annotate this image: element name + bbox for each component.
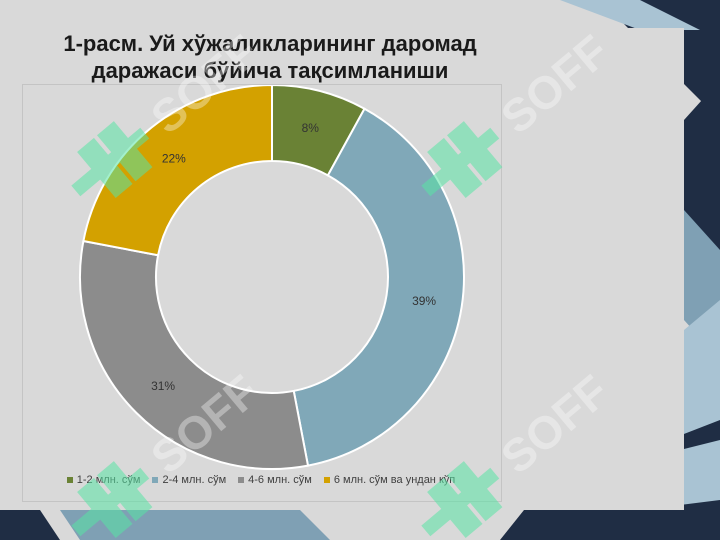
data-label-4-6: 31% xyxy=(151,379,175,393)
legend-label: 1-2 млн. сўм xyxy=(76,474,141,486)
slide-title: 1-расм. Уй хўжаликларининг даромад дараж… xyxy=(0,30,540,84)
donut-slice-6-plus xyxy=(82,85,273,257)
data-label-6-plus: 22% xyxy=(162,151,186,165)
legend-item-2-4: 2-4 млн. сўм xyxy=(152,474,226,486)
chart-area: 8% 39% 31% 22% xyxy=(22,84,502,502)
data-label-1-2: 8% xyxy=(302,121,320,135)
title-line-2: даражаси бўйича тақсимланиши xyxy=(91,58,449,83)
legend-swatch xyxy=(323,477,330,483)
deco-shape-top-right-light xyxy=(560,0,700,30)
legend-item-4-6: 4-6 млн. сўм xyxy=(238,474,312,486)
legend-swatch xyxy=(66,477,73,483)
donut-chart: 8% 39% 31% 22% xyxy=(79,85,465,470)
legend-label: 2-4 млн. сўм xyxy=(162,474,227,486)
legend-item-1-2: 1-2 млн. сўм xyxy=(66,474,141,486)
chart-legend: 1-2 млн. сўм 2-4 млн. сўм 4-6 млн. сўм 6… xyxy=(22,474,500,486)
data-label-2-4: 39% xyxy=(412,294,436,308)
legend-swatch xyxy=(152,477,159,483)
deco-shape-right-lower xyxy=(684,300,720,460)
deco-shape-bottom-mid xyxy=(60,510,330,540)
deco-shape-bottom-left xyxy=(0,510,60,540)
legend-label: 6 млн. сўм ва ундан кўп xyxy=(333,474,456,486)
donut-slice-4-6 xyxy=(79,239,310,470)
legend-label: 4-6 млн. сўм xyxy=(248,474,312,486)
title-line-1: 1-расм. Уй хўжаликларининг даромад xyxy=(63,31,477,56)
legend-swatch xyxy=(238,477,245,483)
legend-item-6-plus: 6 млн. сўм ва ундан кўп xyxy=(323,474,456,486)
